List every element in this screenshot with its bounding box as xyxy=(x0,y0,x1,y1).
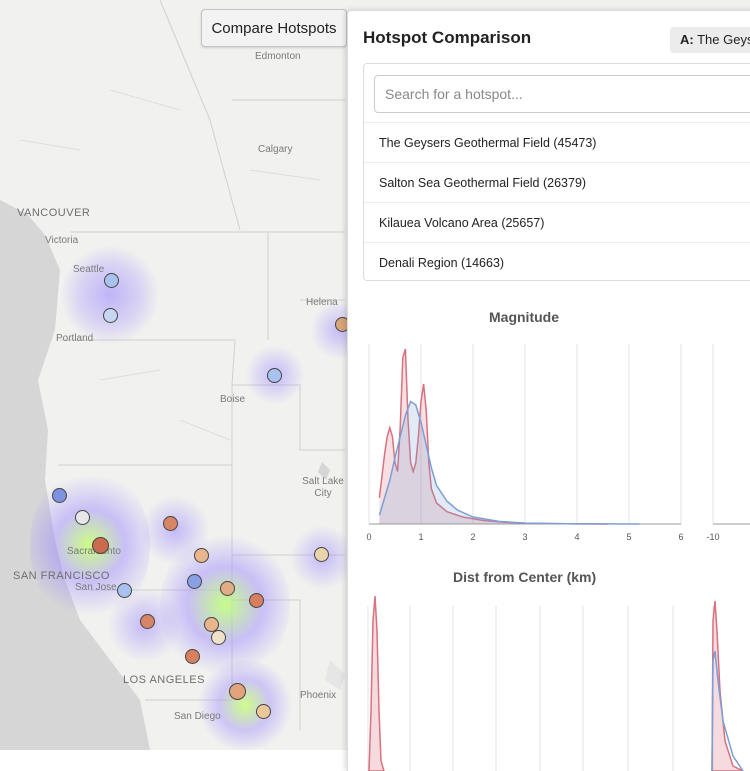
series-line-1 xyxy=(378,400,640,525)
x-tick-label: 2 xyxy=(470,532,475,542)
hotspot-search-input[interactable] xyxy=(374,75,750,113)
slot-a-value: The Geysers Geothermal Field (45473) xyxy=(697,32,750,47)
hotspot-option[interactable]: Salton Sea Geothermal Field (26379) xyxy=(364,162,750,202)
hotspot-marker[interactable] xyxy=(187,574,202,589)
city-label: Seattle xyxy=(73,264,105,275)
x-tick-label: 1 xyxy=(418,532,423,542)
city-label: Helena xyxy=(306,297,338,308)
hotspot-marker[interactable] xyxy=(314,547,329,562)
hotspot-marker[interactable] xyxy=(204,617,219,632)
city-label: San Diego xyxy=(174,711,221,722)
x-tick-label: 0 xyxy=(366,532,371,542)
x-tick-label: -10 xyxy=(706,532,719,542)
city-label: LOS ANGELES xyxy=(123,674,205,686)
hotspot-marker[interactable] xyxy=(75,510,90,525)
city-label: San Jose xyxy=(75,582,117,593)
city-label: Edmonton xyxy=(255,51,301,62)
distance-chart-title: Dist from Center (km) xyxy=(453,569,597,585)
hotspot-picker: The Geysers Geothermal Field (45473) Sal… xyxy=(363,63,750,281)
hotspot-marker[interactable] xyxy=(117,583,132,598)
x-tick-label: 6 xyxy=(678,532,683,542)
city-label: Calgary xyxy=(258,144,293,155)
hotspot-option[interactable]: Kilauea Volcano Area (25657) xyxy=(364,202,750,242)
hotspot-marker[interactable] xyxy=(211,630,226,645)
compare-hotspots-button[interactable]: Compare Hotspots xyxy=(201,9,347,47)
series-line-1 xyxy=(711,600,744,771)
hotspot-marker[interactable] xyxy=(185,649,200,664)
series-line-0 xyxy=(368,595,385,771)
series-area-0 xyxy=(379,349,609,524)
city-label: Boise xyxy=(220,394,246,405)
hotspot-marker[interactable] xyxy=(52,488,67,503)
hotspot-marker[interactable] xyxy=(267,368,282,383)
hotspot-marker[interactable] xyxy=(103,308,118,323)
city-label: SAN FRANCISCO xyxy=(13,570,110,582)
slot-a-chip[interactable]: A: The Geysers Geothermal Field (45473) xyxy=(670,27,750,53)
city-label: Phoenix xyxy=(300,690,337,701)
hotspot-marker[interactable] xyxy=(229,683,246,700)
city-label: Victoria xyxy=(45,235,79,246)
hotspot-option[interactable]: The Geysers Geothermal Field (45473) xyxy=(364,122,750,162)
magnitude-chart: 0 1 2 3 4 5 6 -10 xyxy=(366,344,750,542)
slot-a-prefix: A: xyxy=(680,32,694,47)
city-label: VANCOUVER xyxy=(17,207,91,219)
hotspot-marker[interactable] xyxy=(194,548,209,563)
hotspot-comparison-panel: Hotspot Comparison A: The Geysers Geothe… xyxy=(347,10,750,771)
hotspot-option[interactable]: Denali Region (14663) xyxy=(364,242,750,282)
panel-title: Hotspot Comparison xyxy=(363,28,532,47)
hotspot-marker[interactable] xyxy=(256,704,271,719)
hotspot-marker[interactable] xyxy=(220,581,235,596)
city-label: Salt Lake City xyxy=(302,476,344,499)
x-tick-label: 4 xyxy=(574,532,579,542)
x-tick-label: 5 xyxy=(626,532,631,542)
series-line-0 xyxy=(378,348,609,525)
hotspot-marker[interactable] xyxy=(163,516,178,531)
distance-chart xyxy=(367,595,744,771)
hotspot-marker[interactable] xyxy=(140,614,155,629)
series-area-1 xyxy=(379,401,640,524)
hotspot-marker[interactable] xyxy=(92,537,109,554)
hotspot-marker[interactable] xyxy=(249,593,264,608)
hotspot-marker[interactable] xyxy=(104,273,119,288)
magnitude-chart-title: Magnitude xyxy=(489,309,559,325)
x-tick-label: 3 xyxy=(522,532,527,542)
city-label: Portland xyxy=(56,333,94,344)
